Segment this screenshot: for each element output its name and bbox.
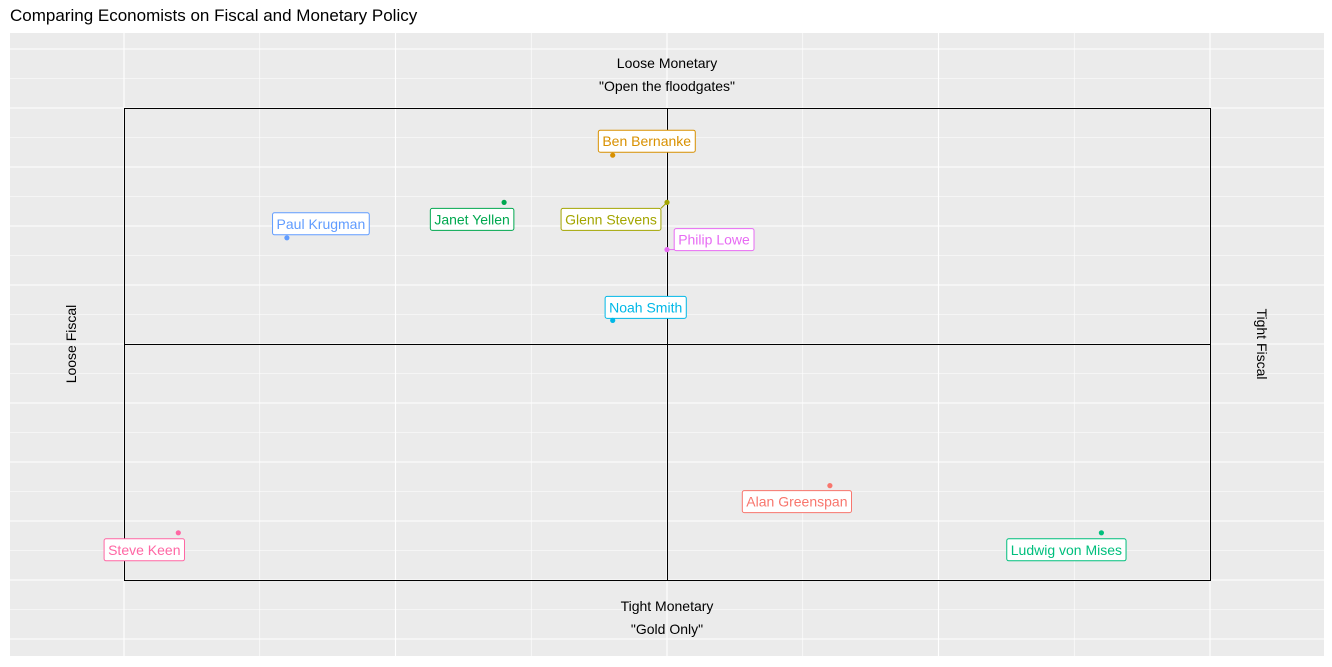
data-point-group: Ben Bernanke	[597, 129, 696, 158]
data-point	[175, 530, 181, 536]
point-label-box	[604, 295, 687, 319]
point-label-box	[429, 207, 515, 231]
point-label-box	[560, 207, 662, 231]
data-point	[501, 199, 507, 205]
point-label-box	[673, 228, 755, 252]
point-label-text: Alan Greenspan	[746, 494, 847, 510]
chart-title: Comparing Economists on Fiscal and Monet…	[10, 6, 418, 25]
point-label-text: Ludwig von Mises	[1011, 542, 1122, 558]
left-label: Loose Fiscal	[63, 305, 79, 384]
data-point	[664, 247, 670, 253]
bottom-label-line2: "Gold Only"	[631, 621, 703, 637]
data-point	[610, 152, 616, 158]
top-label-line2: "Open the floodgates"	[599, 78, 735, 94]
points-layer: Ben Bernanke Glenn Stevens Janet Yellen Pau…	[103, 129, 1127, 562]
data-point	[284, 235, 290, 241]
point-label-box	[741, 490, 852, 514]
point-label-text: Steve Keen	[108, 542, 180, 558]
data-point	[610, 317, 616, 323]
top-label-line1: Loose Monetary	[617, 55, 717, 71]
data-point	[664, 199, 670, 205]
point-label-box	[103, 538, 185, 562]
data-point-group: Philip Lowe	[664, 228, 755, 253]
right-label: Tight Fiscal	[1254, 308, 1270, 379]
bottom-label-line1: Tight Monetary	[621, 598, 714, 614]
point-label-box	[597, 129, 696, 153]
data-point-group: Steve Keen	[103, 530, 185, 562]
data-point	[1098, 530, 1104, 536]
point-label-box	[1006, 538, 1127, 562]
data-point-group: Janet Yellen	[429, 199, 515, 231]
point-label-text: Philip Lowe	[678, 232, 750, 248]
point-label-text: Glenn Stevens	[565, 211, 657, 227]
data-point-group: Ludwig von Mises	[1006, 530, 1127, 562]
point-label-text: Noah Smith	[609, 299, 682, 315]
point-label-text: Paul Krugman	[277, 216, 366, 232]
point-label-text: Ben Bernanke	[602, 133, 691, 149]
data-point	[827, 483, 833, 489]
data-point-group: Alan Greenspan	[741, 483, 852, 514]
data-point-group: Noah Smith	[604, 295, 687, 323]
point-label-box	[272, 212, 370, 236]
point-label-text: Janet Yellen	[434, 211, 510, 227]
data-point-group: Paul Krugman	[272, 212, 370, 241]
data-point-group: Glenn Stevens	[560, 199, 670, 231]
